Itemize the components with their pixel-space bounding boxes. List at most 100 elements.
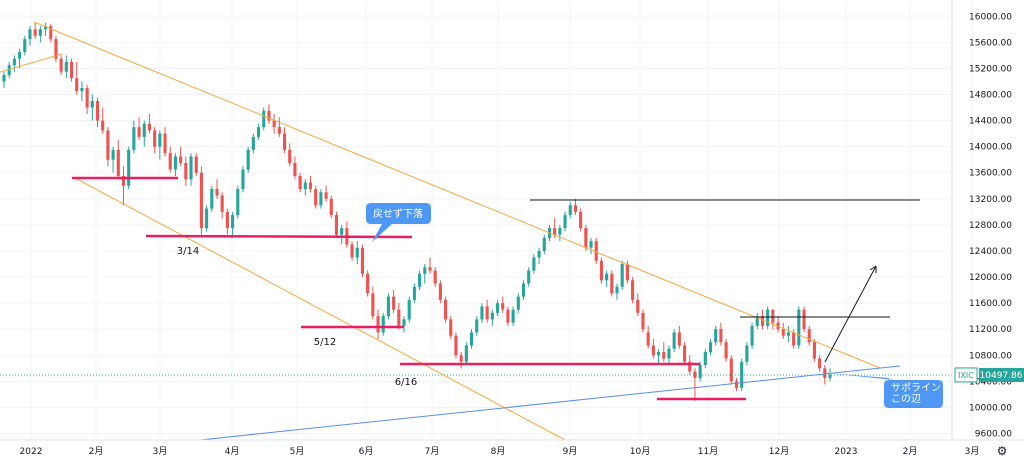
candle-body	[189, 156, 193, 180]
candle-body	[262, 110, 266, 128]
candle-body	[438, 283, 442, 300]
candle-body	[521, 283, 526, 297]
x-tick-label: 2月	[903, 446, 918, 457]
candle-body	[636, 299, 640, 313]
candle-body	[428, 267, 432, 271]
candle-body	[153, 130, 157, 147]
date-annotation: 6/16	[395, 377, 417, 388]
date-annotation: 5/12	[314, 337, 336, 348]
candle-body	[599, 260, 603, 281]
candle-body	[127, 149, 131, 186]
candle-body	[750, 325, 754, 346]
y-tick-label: 15200.00	[969, 64, 1012, 74]
candle-body	[329, 198, 333, 216]
projection-arrowhead	[869, 265, 877, 273]
candle-body	[12, 58, 16, 66]
candle-body	[95, 101, 100, 121]
candle-body	[646, 332, 650, 346]
y-tick-label: 13200.00	[969, 195, 1012, 205]
rising-trendline	[199, 365, 901, 441]
candle-body	[163, 133, 167, 154]
candle-body	[568, 205, 572, 216]
candle-body	[231, 215, 235, 229]
candle-body	[397, 309, 401, 326]
y-tick-label: 16000.00	[969, 12, 1012, 22]
candle-body	[111, 149, 115, 160]
candle-body	[116, 149, 120, 176]
candle-body	[49, 26, 53, 40]
candle-body	[527, 270, 531, 284]
candle-body	[480, 306, 484, 320]
candle-body	[475, 319, 479, 333]
x-tick-label: 6月	[359, 446, 374, 457]
candle-body	[563, 215, 567, 229]
candle-body	[755, 316, 759, 326]
candle-body	[605, 273, 609, 281]
candle-body	[631, 280, 635, 300]
candle-body	[423, 267, 427, 274]
candle-body	[573, 205, 578, 212]
candle-body	[7, 65, 11, 75]
candle-body	[698, 365, 702, 379]
candle-body	[682, 345, 687, 362]
projection-arrow-line	[824, 265, 877, 363]
y-tick-label: 11600.00	[969, 299, 1012, 309]
y-tick-label: 14800.00	[969, 91, 1012, 101]
candle-body	[267, 110, 271, 121]
candle-body	[469, 332, 474, 346]
y-tick-label: 9600.00	[975, 429, 1012, 439]
x-tick-label: 9月	[563, 446, 578, 457]
candle-body	[184, 162, 188, 180]
candle-body	[677, 332, 681, 346]
candle-body	[314, 189, 318, 206]
symbol-tag-box	[954, 367, 978, 383]
candle-body	[386, 296, 390, 317]
candle-body	[205, 208, 209, 229]
channel-upper-line	[33, 21, 881, 369]
candle-body	[64, 61, 68, 72]
y-tick-label: 12000.00	[969, 273, 1012, 283]
y-tick-label: 13600.00	[969, 169, 1012, 179]
candle-body	[464, 345, 468, 362]
candle-body	[688, 361, 692, 372]
candle-body	[319, 192, 323, 206]
candle-body	[106, 130, 110, 160]
y-tick-label: 15600.00	[969, 38, 1012, 48]
channel-lower-line	[74, 177, 566, 441]
candle-body	[288, 149, 292, 163]
candle-body	[818, 358, 822, 369]
x-tick-label: 2023	[835, 447, 858, 457]
candle-body	[256, 127, 261, 137]
candle-body	[308, 182, 313, 190]
candle-body	[594, 241, 598, 261]
candle-body	[729, 358, 733, 382]
candle-body	[459, 355, 463, 362]
x-tick-label: 2022	[20, 447, 43, 457]
settings-gear-icon[interactable]: ⚙	[997, 444, 1008, 458]
candle-body	[282, 133, 287, 150]
candle-body	[44, 26, 48, 30]
candle-body	[828, 374, 832, 379]
candle-body	[360, 247, 365, 274]
y-tick-label: 10000.00	[969, 403, 1012, 413]
candle-body	[236, 189, 240, 216]
candle-body	[651, 345, 655, 356]
y-tick-label: 11200.00	[969, 325, 1012, 335]
candle-body	[615, 286, 619, 294]
candle-body	[28, 29, 32, 40]
candle-body	[121, 176, 126, 186]
candle-body	[340, 228, 344, 235]
candle-body	[807, 329, 811, 343]
candle-body	[132, 127, 136, 150]
candle-body	[625, 264, 629, 281]
candle-body	[719, 329, 723, 343]
candle-body	[542, 237, 546, 251]
symbol-tag: IXIC	[958, 371, 974, 380]
x-tick-label: 3月	[965, 446, 980, 457]
candle-body	[38, 29, 42, 36]
candle-body	[303, 182, 307, 190]
candle-body	[823, 368, 827, 379]
callout-text: 戻せず下落	[373, 207, 423, 220]
